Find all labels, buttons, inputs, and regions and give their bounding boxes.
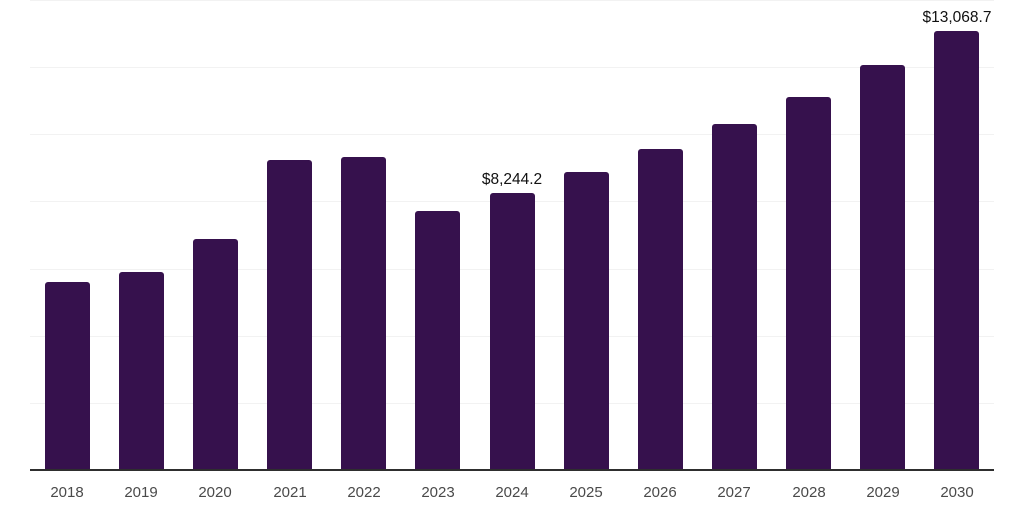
x-axis-line — [30, 469, 994, 471]
x-tick-label-2025: 2025 — [569, 484, 603, 501]
x-tick-label-2026: 2026 — [643, 484, 677, 501]
bar-2027 — [712, 124, 757, 470]
x-tick-label-2019: 2019 — [124, 484, 158, 501]
bar-2025 — [564, 172, 609, 470]
gridline — [30, 67, 994, 68]
bar-2022 — [341, 157, 386, 470]
bar-2029 — [860, 65, 905, 470]
bar-2026 — [638, 149, 683, 470]
x-tick-label-2023: 2023 — [421, 484, 455, 501]
x-tick-label-2030: 2030 — [940, 484, 974, 501]
x-tick-label-2028: 2028 — [792, 484, 826, 501]
plot-area: $8,244.2 $13,068.7 — [30, 0, 994, 470]
data-label-2030: $13,068.7 — [922, 9, 992, 26]
x-tick-label-2018: 2018 — [50, 484, 84, 501]
x-tick-label-2027: 2027 — [717, 484, 751, 501]
bar-2021 — [267, 160, 312, 470]
bar-2024 — [490, 193, 535, 470]
bar-2023 — [415, 211, 460, 470]
x-tick-label-2020: 2020 — [198, 484, 232, 501]
bar-2018 — [45, 282, 90, 470]
bar-2019 — [119, 272, 164, 470]
bar-2020 — [193, 239, 238, 470]
x-tick-label-2029: 2029 — [866, 484, 900, 501]
bar-2030 — [934, 31, 979, 470]
data-label-2024: $8,244.2 — [481, 171, 543, 188]
x-tick-label-2022: 2022 — [347, 484, 381, 501]
x-tick-label-2024: 2024 — [495, 484, 529, 501]
x-tick-label-2021: 2021 — [273, 484, 307, 501]
bar-2028 — [786, 97, 831, 470]
gridline — [30, 0, 994, 1]
gridline — [30, 134, 994, 135]
